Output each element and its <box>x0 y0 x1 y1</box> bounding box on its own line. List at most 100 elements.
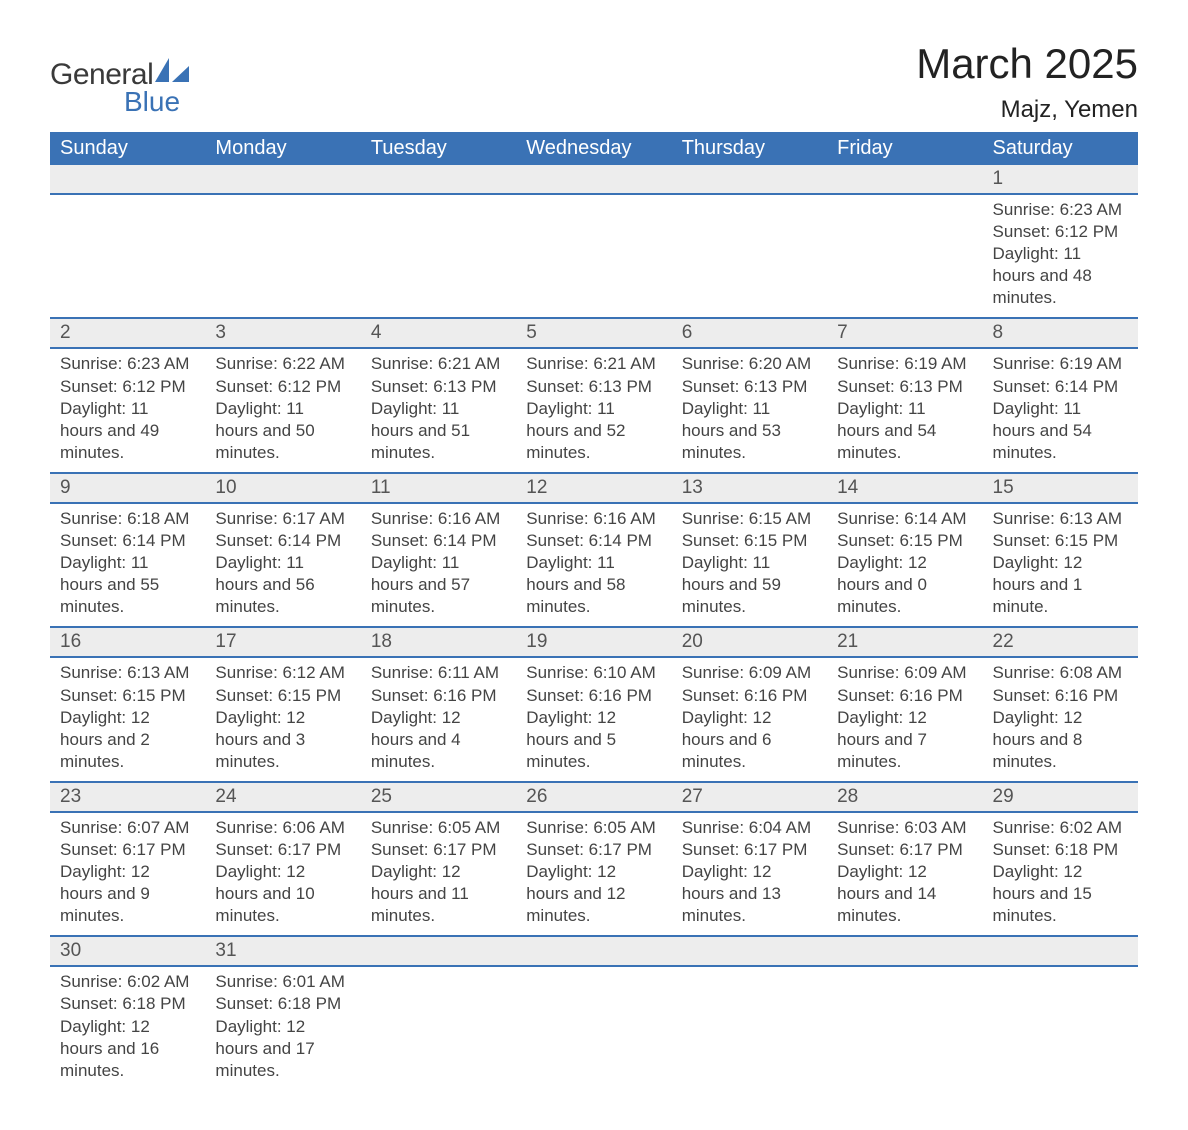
sunset-text: Sunset: 6:17 PM <box>215 839 350 861</box>
day-detail-cell: Sunrise: 6:09 AMSunset: 6:16 PMDaylight:… <box>827 657 982 781</box>
daylight-text: Daylight: 11 hours and 54 minutes. <box>837 398 972 464</box>
sunset-text: Sunset: 6:14 PM <box>371 530 506 552</box>
sunrise-text: Sunrise: 6:15 AM <box>682 508 817 530</box>
daylight-text: Daylight: 12 hours and 5 minutes. <box>526 707 661 773</box>
sunrise-text: Sunrise: 6:16 AM <box>371 508 506 530</box>
day-detail-cell <box>516 194 671 318</box>
sunset-text: Sunset: 6:15 PM <box>215 685 350 707</box>
sunset-text: Sunset: 6:14 PM <box>993 376 1128 398</box>
week-detail-row: Sunrise: 6:23 AMSunset: 6:12 PMDaylight:… <box>50 348 1138 472</box>
weekday-header: Friday <box>827 132 982 165</box>
weekday-header: Thursday <box>672 132 827 165</box>
sunset-text: Sunset: 6:16 PM <box>682 685 817 707</box>
sunset-text: Sunset: 6:15 PM <box>60 685 195 707</box>
sunset-text: Sunset: 6:14 PM <box>60 530 195 552</box>
sunrise-text: Sunrise: 6:13 AM <box>993 508 1128 530</box>
daylight-text: Daylight: 12 hours and 7 minutes. <box>837 707 972 773</box>
day-number-cell <box>516 936 671 966</box>
day-number-cell: 4 <box>361 318 516 348</box>
daylight-text: Daylight: 12 hours and 16 minutes. <box>60 1016 195 1082</box>
day-number-cell: 15 <box>983 473 1138 503</box>
sunrise-text: Sunrise: 6:14 AM <box>837 508 972 530</box>
week-daynum-row: 1 <box>50 165 1138 194</box>
sunset-text: Sunset: 6:17 PM <box>371 839 506 861</box>
day-number-cell: 17 <box>205 627 360 657</box>
sunrise-text: Sunrise: 6:18 AM <box>60 508 195 530</box>
title-block: March 2025 Majz, Yemen <box>916 40 1138 124</box>
day-number-cell: 25 <box>361 782 516 812</box>
day-detail-cell: Sunrise: 6:02 AMSunset: 6:18 PMDaylight:… <box>50 966 205 1089</box>
sunset-text: Sunset: 6:13 PM <box>837 376 972 398</box>
day-number-cell <box>205 165 360 194</box>
day-detail-cell: Sunrise: 6:18 AMSunset: 6:14 PMDaylight:… <box>50 503 205 627</box>
day-detail-cell: Sunrise: 6:16 AMSunset: 6:14 PMDaylight:… <box>516 503 671 627</box>
day-number-cell: 3 <box>205 318 360 348</box>
day-detail-cell <box>983 966 1138 1089</box>
day-number-cell: 6 <box>672 318 827 348</box>
daylight-text: Daylight: 12 hours and 0 minutes. <box>837 552 972 618</box>
day-detail-cell: Sunrise: 6:08 AMSunset: 6:16 PMDaylight:… <box>983 657 1138 781</box>
sunset-text: Sunset: 6:15 PM <box>682 530 817 552</box>
sunrise-text: Sunrise: 6:05 AM <box>526 817 661 839</box>
day-number-cell <box>983 936 1138 966</box>
sunrise-text: Sunrise: 6:09 AM <box>682 662 817 684</box>
day-detail-cell: Sunrise: 6:16 AMSunset: 6:14 PMDaylight:… <box>361 503 516 627</box>
day-number-cell: 13 <box>672 473 827 503</box>
daylight-text: Daylight: 12 hours and 11 minutes. <box>371 861 506 927</box>
daylight-text: Daylight: 12 hours and 6 minutes. <box>682 707 817 773</box>
daylight-text: Daylight: 12 hours and 2 minutes. <box>60 707 195 773</box>
day-number-cell: 10 <box>205 473 360 503</box>
sunset-text: Sunset: 6:14 PM <box>526 530 661 552</box>
day-number-cell: 18 <box>361 627 516 657</box>
sunset-text: Sunset: 6:15 PM <box>993 530 1128 552</box>
day-detail-cell: Sunrise: 6:14 AMSunset: 6:15 PMDaylight:… <box>827 503 982 627</box>
sunset-text: Sunset: 6:12 PM <box>993 221 1128 243</box>
day-detail-cell: Sunrise: 6:19 AMSunset: 6:13 PMDaylight:… <box>827 348 982 472</box>
week-daynum-row: 2345678 <box>50 318 1138 348</box>
week-detail-row: Sunrise: 6:02 AMSunset: 6:18 PMDaylight:… <box>50 966 1138 1089</box>
day-detail-cell: Sunrise: 6:23 AMSunset: 6:12 PMDaylight:… <box>983 194 1138 318</box>
day-detail-cell: Sunrise: 6:10 AMSunset: 6:16 PMDaylight:… <box>516 657 671 781</box>
day-number-cell: 9 <box>50 473 205 503</box>
day-number-cell: 11 <box>361 473 516 503</box>
daylight-text: Daylight: 12 hours and 9 minutes. <box>60 861 195 927</box>
sunrise-text: Sunrise: 6:19 AM <box>837 353 972 375</box>
day-number-cell: 29 <box>983 782 1138 812</box>
week-detail-row: Sunrise: 6:18 AMSunset: 6:14 PMDaylight:… <box>50 503 1138 627</box>
weekday-header: Wednesday <box>516 132 671 165</box>
day-number-cell <box>827 165 982 194</box>
calendar-table: SundayMondayTuesdayWednesdayThursdayFrid… <box>50 132 1138 1090</box>
day-number-cell: 14 <box>827 473 982 503</box>
brand-name-2: Blue <box>124 86 189 118</box>
sunset-text: Sunset: 6:16 PM <box>993 685 1128 707</box>
sunrise-text: Sunrise: 6:21 AM <box>371 353 506 375</box>
sunrise-text: Sunrise: 6:01 AM <box>215 971 350 993</box>
sunrise-text: Sunrise: 6:04 AM <box>682 817 817 839</box>
sunset-text: Sunset: 6:15 PM <box>837 530 972 552</box>
daylight-text: Daylight: 11 hours and 57 minutes. <box>371 552 506 618</box>
day-detail-cell: Sunrise: 6:01 AMSunset: 6:18 PMDaylight:… <box>205 966 360 1089</box>
daylight-text: Daylight: 11 hours and 50 minutes. <box>215 398 350 464</box>
day-number-cell: 7 <box>827 318 982 348</box>
week-daynum-row: 9101112131415 <box>50 473 1138 503</box>
sunrise-text: Sunrise: 6:20 AM <box>682 353 817 375</box>
day-detail-cell <box>205 194 360 318</box>
day-detail-cell: Sunrise: 6:11 AMSunset: 6:16 PMDaylight:… <box>361 657 516 781</box>
day-number-cell <box>827 936 982 966</box>
sunrise-text: Sunrise: 6:07 AM <box>60 817 195 839</box>
day-detail-cell <box>827 966 982 1089</box>
sunset-text: Sunset: 6:17 PM <box>526 839 661 861</box>
day-detail-cell: Sunrise: 6:23 AMSunset: 6:12 PMDaylight:… <box>50 348 205 472</box>
day-detail-cell: Sunrise: 6:21 AMSunset: 6:13 PMDaylight:… <box>516 348 671 472</box>
daylight-text: Daylight: 12 hours and 3 minutes. <box>215 707 350 773</box>
day-detail-cell: Sunrise: 6:09 AMSunset: 6:16 PMDaylight:… <box>672 657 827 781</box>
daylight-text: Daylight: 12 hours and 17 minutes. <box>215 1016 350 1082</box>
sunrise-text: Sunrise: 6:23 AM <box>993 199 1128 221</box>
daylight-text: Daylight: 12 hours and 10 minutes. <box>215 861 350 927</box>
day-number-cell <box>516 165 671 194</box>
sunset-text: Sunset: 6:17 PM <box>837 839 972 861</box>
sunrise-text: Sunrise: 6:06 AM <box>215 817 350 839</box>
day-detail-cell: Sunrise: 6:13 AMSunset: 6:15 PMDaylight:… <box>50 657 205 781</box>
daylight-text: Daylight: 11 hours and 56 minutes. <box>215 552 350 618</box>
sunrise-text: Sunrise: 6:09 AM <box>837 662 972 684</box>
